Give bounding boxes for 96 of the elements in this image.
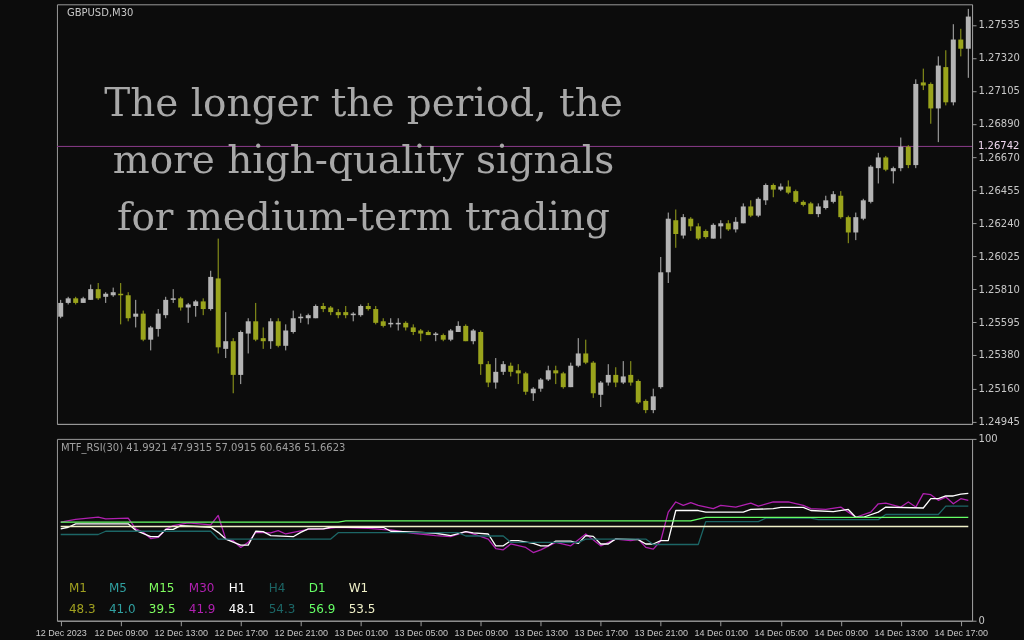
candlestick [133,299,139,328]
candlestick [373,305,379,325]
candlestick [523,371,529,396]
annotation: 48.1 [228,601,256,616]
x-tick-label: 13 Dec 05:00 [394,628,448,639]
candlestick [598,380,604,408]
x-tick-label: 12 Dec 13:00 [154,628,208,639]
candlestick [583,339,589,365]
x-tick-label: 13 Dec 21:00 [634,628,688,639]
x-tick-label: 13 Dec 17:00 [574,628,628,639]
candlestick [58,299,64,319]
candlestick [268,317,274,350]
candlestick [260,326,266,350]
y-tick-label: 1.27320 [978,52,1020,64]
ref-line-label: 1.26742 [978,140,1020,152]
candlestick [163,296,169,319]
candlestick [680,213,686,240]
y-tick-label: 1.25810 [978,283,1020,295]
text: D1 [308,580,326,595]
candlestick [493,357,499,390]
annotation: The longer the period, the more high-quality signals for medium-term trading [104,80,623,240]
x-tick-label: 14 Dec 05:00 [754,628,808,639]
candlestick [553,365,559,385]
legend-label: M5 [108,580,127,595]
candlestick [898,137,904,172]
annotation: 41.0 [108,601,136,616]
candlestick [635,378,641,405]
candlestick [853,212,859,241]
text: W1 [348,580,369,595]
candlestick [125,291,131,322]
y-tick-label: 1.26890 [978,118,1020,130]
annotation: 41.9 [188,601,216,616]
candlestick [290,310,296,335]
x-tick-label: 14 Dec 13:00 [874,628,929,639]
y-tick-label: 1.26670 [978,151,1020,163]
candlestick [875,152,881,184]
x-tick-label: 12 Dec 09:00 [94,628,148,639]
annotation: MTF_RSI(30) 41.9921 47.9315 57.0915 60.6436 51.6623 [60,441,346,454]
candlestick [628,360,634,387]
candlestick [673,209,679,249]
y-tick-label: 1.24945 [978,416,1020,428]
text: H4 [268,580,286,595]
x-tick-label: 13 Dec 01:00 [334,628,388,639]
x-tick-label: 12 Dec 21:00 [274,628,328,639]
candlestick [223,311,229,359]
annotation: 56.9 [308,601,336,616]
y-tick-label: 0 [978,615,985,627]
candlestick [763,182,769,206]
y-tick-label: 1.26455 [978,184,1020,196]
y-tick-label: 1.26025 [978,250,1020,262]
candlestick [605,363,611,387]
candlestick [845,215,851,244]
candlestick [958,28,964,57]
candlestick [185,302,191,324]
candlestick [905,144,911,169]
candlestick [515,363,521,385]
annotation: 54.3 [268,601,296,616]
candlestick [650,388,656,414]
y-tick-label: 1.26240 [978,217,1020,229]
x-tick-label: 13 Dec 09:00 [454,628,508,639]
y-tick-label: 1.25160 [978,383,1020,395]
legend-label: M15 [148,580,175,595]
annotation: 39.5 [148,601,176,616]
candlestick [575,337,581,368]
x-tick-label: 12 Dec 17:00 [214,628,268,639]
x-tick-label: 14 Dec 17:00 [934,628,989,639]
x-tick-label: 12 Dec 2023 [35,628,87,639]
candlestick [755,196,761,218]
chart-title: GBPUSD,M30 [66,7,134,19]
y-tick-label: 1.25595 [978,316,1020,328]
y-tick-label: 1.27105 [978,85,1020,97]
candlestick [485,360,491,388]
candlestick [245,317,251,354]
text: M30 [188,580,215,595]
x-tick-label: 14 Dec 01:00 [694,628,748,639]
candlestick [620,360,626,385]
y-tick-label: 1.27535 [978,19,1020,31]
candlestick [838,190,844,220]
candlestick [155,308,161,338]
candlestick [283,323,289,351]
candlestick [860,198,866,221]
candlestick [253,302,259,342]
line-series [60,505,969,546]
annotation: 53.5 [348,601,376,616]
legend-label: M1 [68,580,87,595]
candlestick [920,68,926,91]
x-tick-label: 14 Dec 09:00 [814,628,869,639]
y-tick-label: 100 [978,433,998,445]
text: H1 [228,580,246,595]
candlestick [568,362,574,388]
candlestick [613,366,619,388]
candlestick [148,325,154,351]
annotation: 48.3 [68,601,96,616]
y-tick-label: 1.25380 [978,349,1020,361]
x-tick-label: 13 Dec 13:00 [514,628,568,639]
candlestick [718,219,724,240]
